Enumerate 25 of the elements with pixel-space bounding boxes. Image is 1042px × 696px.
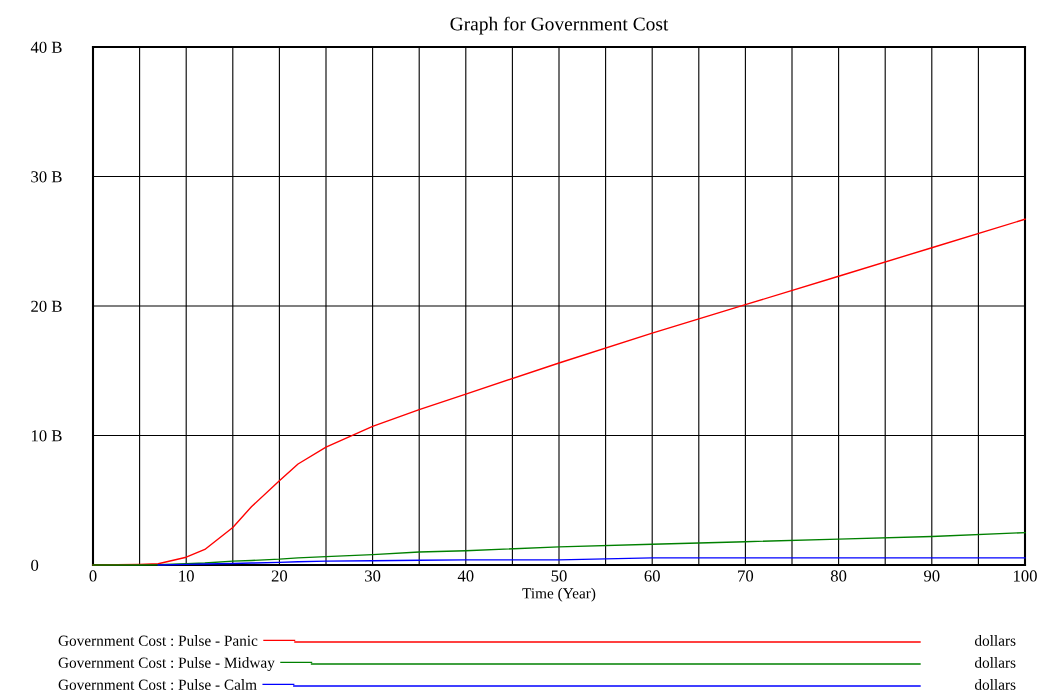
x-tick-label: 90	[924, 570, 940, 582]
x-tick-label: 20	[271, 570, 288, 582]
y-tick-label: 40 B	[30, 41, 62, 53]
text: dollars	[974, 679, 1016, 690]
x-axis-title: Time (Year)	[522, 587, 596, 602]
x-tick-label: 40	[457, 570, 474, 582]
x-tick-label: 100	[1013, 570, 1037, 582]
line-series	[157, 557, 1026, 566]
x-tick-label: 70	[738, 570, 754, 582]
legend-label: Government Cost : Pulse - Panic	[58, 635, 258, 646]
y-tick-label: 30 B	[31, 171, 62, 183]
x-tick-label: 30	[365, 570, 381, 582]
x-tick-label: 80	[830, 570, 847, 582]
text: dollars	[974, 635, 1016, 646]
legend-label: Government Cost : Pulse - Midway	[58, 657, 275, 671]
y-tick-label: 10 B	[31, 430, 62, 442]
y-tick-label: 0	[31, 559, 39, 571]
y-tick-label: 20 B	[31, 300, 62, 312]
chart-title: Graph for Government Cost	[450, 16, 669, 35]
x-tick-label: 60	[644, 570, 660, 582]
x-tick-label: 50	[551, 570, 567, 582]
x-tick-label: 10	[179, 570, 194, 582]
x-tick-label: 0	[89, 570, 97, 582]
text: dollars	[974, 657, 1016, 668]
legend-label: Government Cost : Pulse - Calm	[58, 679, 257, 690]
